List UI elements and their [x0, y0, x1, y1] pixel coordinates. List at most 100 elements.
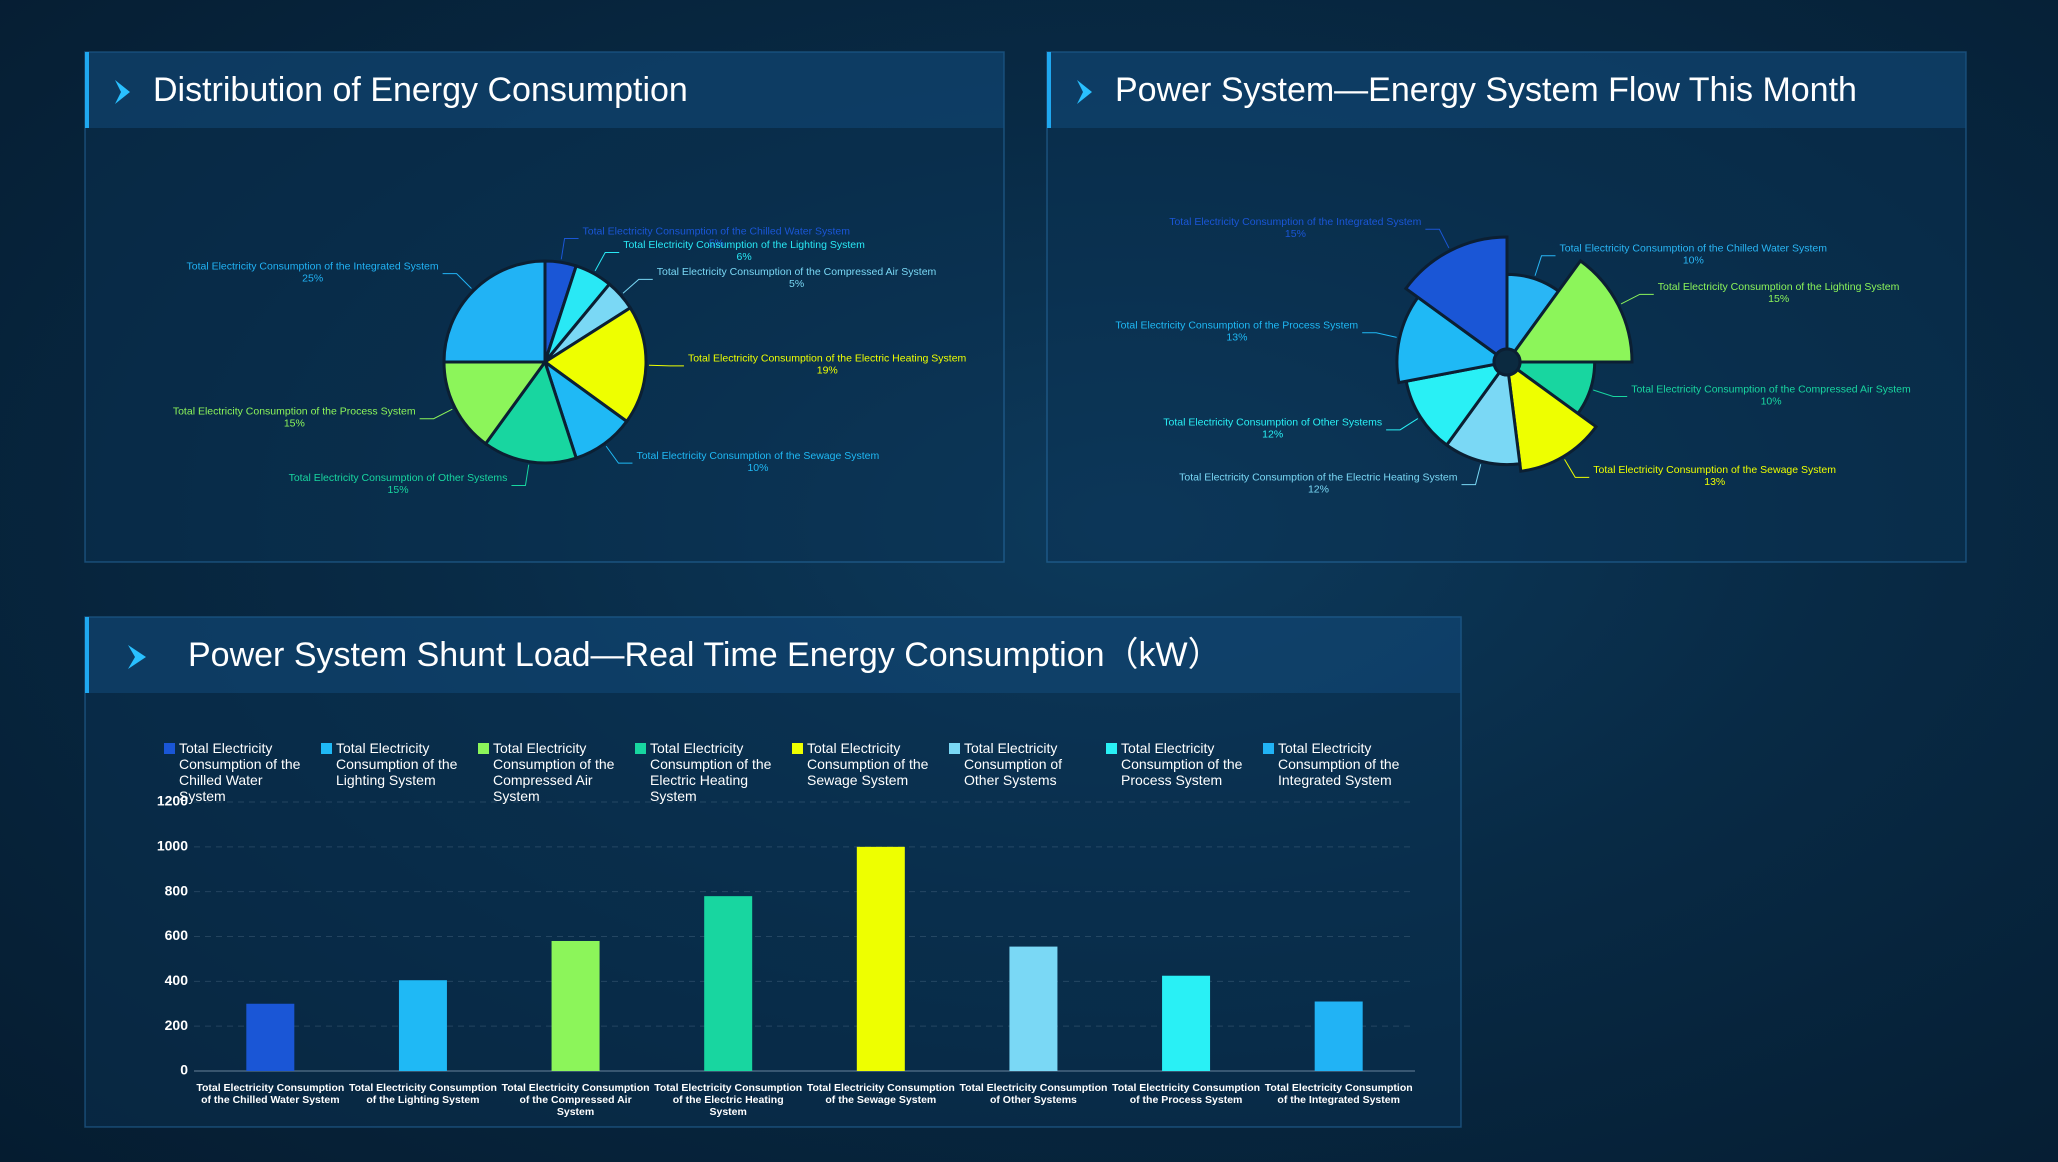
leader-line: [1620, 293, 1654, 305]
panel-header: [85, 617, 1461, 693]
slice-label: Total Electricity Consumption of Other S…: [1163, 417, 1382, 429]
chart-title: Distribution of Energy Consumption: [153, 71, 688, 109]
slice-label: Total Electricity Consumption of the Ele…: [1179, 471, 1458, 483]
pie-slice: [442, 259, 547, 364]
slice-label: Total Electricity Consumption of the Pro…: [173, 406, 416, 418]
slice-label: Total Electricity Consumption of the Lig…: [623, 239, 865, 251]
y-tick-label: 400: [165, 972, 189, 988]
bar: [1314, 1001, 1363, 1071]
chart-title: Power System—Energy System Flow This Mon…: [1115, 71, 1857, 109]
slice-value-label: 15%: [388, 484, 409, 496]
x-tick-label: Total Electricity Consumption of the Com…: [501, 1082, 650, 1118]
icon: [1077, 80, 1092, 104]
panel-header: [1047, 52, 1966, 128]
chart-title: Power System Shunt Load—Real Time Energy…: [188, 636, 1222, 674]
leader-line: [560, 238, 579, 260]
leader-line: [594, 251, 620, 272]
slice-value-label: 13%: [1226, 332, 1247, 344]
slice-value-label: 15%: [1285, 228, 1306, 240]
slice-label: Total Electricity Consumption of the Chi…: [1560, 243, 1828, 255]
slice-label: Total Electricity Consumption of the Sew…: [1593, 464, 1836, 476]
legend-swatch: [478, 743, 489, 754]
slice-label: Total Electricity Consumption of the Com…: [657, 266, 937, 278]
legend-swatch: [949, 743, 960, 754]
legend-label: Total Electricity Consumption of the Pro…: [1121, 740, 1243, 788]
slice-value-label: 6%: [737, 251, 752, 263]
leader-line: [605, 445, 633, 464]
accent: [85, 52, 89, 128]
pie-slice: [542, 305, 648, 424]
y-tick-label: 600: [165, 927, 189, 943]
leader-line: [1386, 418, 1419, 431]
legend-label: Total Electricity Consumption of the Ele…: [650, 740, 772, 804]
slice-label: Total Electricity Consumption of the Chi…: [583, 225, 851, 237]
bar: [1162, 975, 1211, 1071]
leader-line: [1362, 332, 1397, 338]
slice-value-label: 25%: [302, 272, 323, 284]
legend-label: Total Electricity Consumption of Other S…: [964, 740, 1063, 788]
slice-value-label: 19%: [817, 365, 838, 377]
slice-value-label: 10%: [1683, 255, 1704, 267]
slice-value-label: 10%: [1761, 395, 1782, 407]
accent: [85, 617, 89, 693]
leader-line: [419, 408, 453, 420]
leader-line: [511, 464, 530, 486]
leader-line: [648, 364, 684, 367]
slice-label: Total Electricity Consumption of the Lig…: [1658, 281, 1900, 293]
panel-header: [85, 52, 1004, 128]
slice-value-label: 15%: [284, 418, 305, 430]
slice-label: Total Electricity Consumption of the Com…: [1631, 383, 1911, 395]
leader-line: [1461, 464, 1482, 486]
legend-label: Total Electricity Consumption of the Chi…: [179, 740, 301, 804]
accent: [1047, 52, 1051, 128]
legend-swatch: [635, 743, 646, 754]
x-tick-label: Total Electricity Consumption of the Ele…: [654, 1082, 803, 1118]
x-tick-label: Total Electricity Consumption of the Pro…: [1112, 1082, 1261, 1106]
slice-label: Total Electricity Consumption of the Sew…: [636, 450, 879, 462]
y-tick-label: 0: [180, 1062, 188, 1078]
y-tick-label: 800: [165, 882, 189, 898]
x-tick-label: Total Electricity Consumption of the Lig…: [348, 1082, 497, 1106]
slice-label: Total Electricity Consumption of the Int…: [186, 260, 438, 272]
bar: [551, 940, 600, 1071]
slice-value-label: 12%: [1262, 429, 1283, 441]
x-tick-label: Total Electricity Consumption of the Int…: [1264, 1082, 1413, 1106]
y-tick-label: 1000: [157, 838, 188, 854]
legend-label: Total Electricity Consumption of the Com…: [493, 740, 615, 804]
panel: [84, 616, 1462, 1128]
leader-line: [1593, 389, 1628, 398]
slice-label: Total Electricity Consumption of Other S…: [289, 472, 508, 484]
legend-label: Total Electricity Consumption of the Lig…: [336, 740, 458, 788]
slice-value-label: 10%: [747, 462, 768, 474]
legend-swatch: [1263, 743, 1274, 754]
x-tick-label: Total Electricity Consumption of the Sew…: [806, 1082, 955, 1106]
slice-label: Total Electricity Consumption of the Int…: [1169, 216, 1421, 228]
x-tick-label: Total Electricity Consumption of the Chi…: [196, 1082, 345, 1106]
legend-swatch: [792, 743, 803, 754]
icon: [115, 80, 130, 104]
bar: [856, 846, 905, 1071]
slice-value-label: 15%: [1768, 293, 1789, 305]
center-hub: [1492, 347, 1522, 377]
x-tick-label: Total Electricity Consumption of Other S…: [959, 1082, 1108, 1106]
bar: [704, 896, 753, 1071]
leader-line: [622, 278, 653, 294]
slice-label: Total Electricity Consumption of the Ele…: [688, 353, 967, 365]
legend-swatch: [164, 743, 175, 754]
bar: [398, 980, 447, 1071]
leader-line: [1564, 459, 1590, 478]
y-tick-label: 200: [165, 1017, 189, 1033]
slice-value-label: 5%: [709, 237, 724, 249]
slice-label: Total Electricity Consumption of the Pro…: [1115, 320, 1358, 332]
bar: [1009, 946, 1058, 1071]
legend-label: Total Electricity Consumption of the Sew…: [807, 740, 929, 788]
leader-line: [1425, 228, 1450, 249]
y-tick-label: 1200: [157, 793, 188, 809]
bar: [246, 1003, 295, 1071]
legend-label: Total Electricity Consumption of the Int…: [1278, 740, 1400, 788]
icon: [128, 645, 146, 669]
slice-value-label: 5%: [789, 278, 804, 290]
legend-swatch: [1106, 743, 1117, 754]
